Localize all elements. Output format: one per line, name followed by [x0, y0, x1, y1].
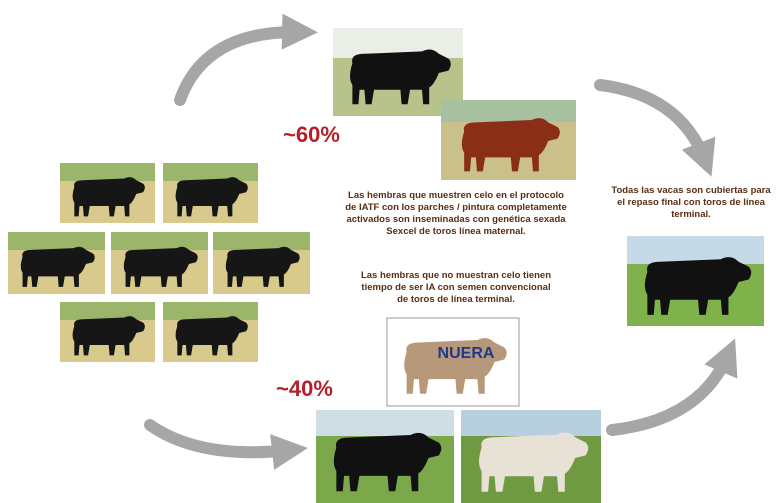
photo — [8, 232, 105, 294]
photo — [60, 163, 155, 223]
text-line: Las hembras que no muestran celo tienen — [326, 270, 586, 282]
photo — [111, 232, 208, 294]
photo — [316, 410, 454, 503]
text-line: el repaso final con toros de línea — [602, 197, 780, 209]
photo — [441, 100, 576, 180]
photo — [627, 236, 764, 326]
arrow — [612, 355, 728, 430]
text-line: Todas las vacas son cubiertas para — [602, 185, 780, 197]
text-line: Las hembras que muestren celo en el prot… — [326, 190, 586, 202]
text-block: Las hembras que muestren celo en el prot… — [326, 190, 586, 238]
photo — [163, 163, 258, 223]
arrow — [150, 425, 290, 452]
text-line: terminal. — [602, 209, 780, 221]
logo: NUERA — [387, 318, 519, 406]
arrow — [180, 32, 300, 100]
photo — [60, 302, 155, 362]
text-line: Sexcel de toros línea maternal. — [326, 226, 586, 238]
text-line: tiempo de ser IA con semen convencional — [326, 282, 586, 294]
photo — [163, 302, 258, 362]
text-line: de toros de línea terminal. — [326, 294, 586, 306]
photo — [461, 410, 601, 503]
arrow — [600, 85, 705, 160]
diagram-graphics: NUERA — [0, 0, 781, 503]
percent-label: ~40% — [276, 376, 333, 402]
percent-label: ~60% — [283, 122, 340, 148]
infographic: NUERA ~60% ~40% Las hembras que muestren… — [0, 0, 781, 503]
text-line: de IATF con los parches / pintura comple… — [326, 202, 586, 214]
photo — [213, 232, 310, 294]
text-line: activados son inseminadas con genética s… — [326, 214, 586, 226]
logo-name: NUERA — [438, 345, 495, 362]
